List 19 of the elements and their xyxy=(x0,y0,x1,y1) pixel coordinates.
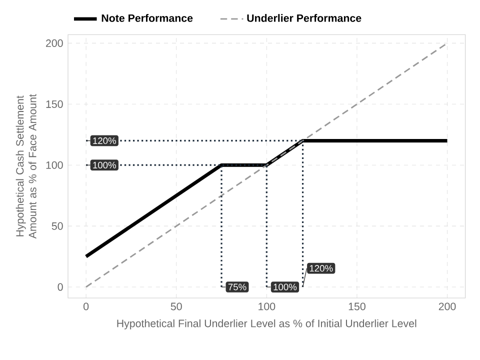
legend-label: Underlier Performance xyxy=(247,14,362,22)
x-tick-label: 150 xyxy=(348,302,366,310)
y-tick-label: 200 xyxy=(46,39,63,47)
x-tick-label: 0 xyxy=(84,302,89,310)
annotation: 100% xyxy=(93,162,116,168)
annotation: 120% xyxy=(93,137,116,144)
x-tick-label: 100 xyxy=(258,302,276,310)
legend-label: Note Performance xyxy=(102,14,193,22)
annotation: 120% xyxy=(310,265,333,272)
x-tick-label: 200 xyxy=(438,302,456,310)
x-tick-label: 50 xyxy=(170,302,182,310)
y-tick-label: 0 xyxy=(58,283,63,291)
y-tick-label: 100 xyxy=(46,161,63,169)
y-tick-label: 50 xyxy=(52,222,63,230)
x-axis-title: Hypothetical Final Underlier Level as % of Initial Underlier Level xyxy=(117,319,416,330)
annotation: 100% xyxy=(274,284,297,290)
y-tick-label: 150 xyxy=(46,100,63,108)
y-axis-title: Hypothetical Cash Settlement Amount as % of Face Amount xyxy=(16,94,36,239)
annotation: 75% xyxy=(228,284,246,290)
